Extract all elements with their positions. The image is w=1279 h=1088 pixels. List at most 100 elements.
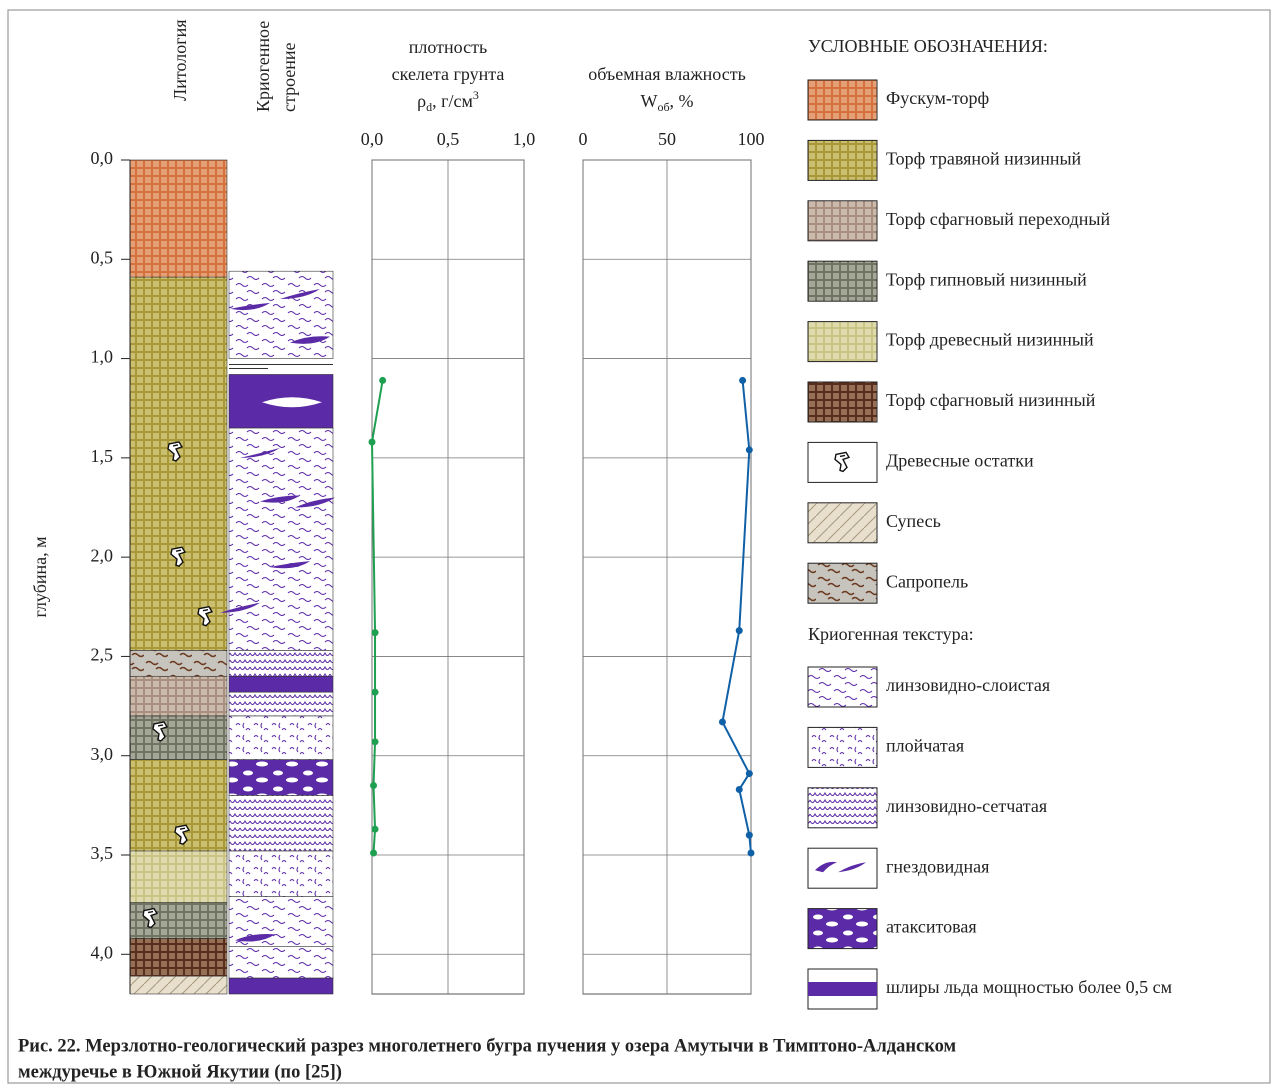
- ice-nest: [295, 497, 335, 508]
- chart-title: плотность: [409, 37, 487, 57]
- legend-label: Супесь: [886, 511, 941, 531]
- y-tick-label: 3,0: [91, 744, 114, 764]
- data-point: [368, 438, 376, 446]
- legend-label: Торф травяной низинный: [886, 149, 1082, 169]
- legend-swatch: [807, 666, 878, 708]
- legend-swatch: [807, 562, 878, 604]
- y-tick-label: 1,5: [91, 446, 114, 466]
- legend-swatch: [807, 260, 878, 302]
- legend-swatch: [807, 726, 878, 768]
- lithology-column: [129, 159, 228, 995]
- legend-icon: [815, 861, 866, 873]
- legend-swatch: [807, 139, 878, 181]
- data-point: [371, 629, 379, 637]
- cryo-layer: [228, 427, 334, 651]
- legend-label: атакситовая: [886, 917, 977, 937]
- x-axis-label-part: d: [426, 100, 432, 114]
- data-point: [371, 688, 379, 696]
- data-point: [747, 849, 755, 857]
- chart-title: скелета грунта: [392, 64, 505, 84]
- x-tick-label: 0,5: [437, 129, 460, 149]
- legend-label: Торф древесный низинный: [886, 330, 1094, 350]
- legend-label: Торф сфагновый переходный: [886, 209, 1110, 229]
- legend-label: линзовидно-слоистая: [886, 675, 1050, 695]
- cryo-layer: [228, 795, 334, 852]
- legend-label: Торф сфагновый низинный: [886, 390, 1096, 410]
- x-tick-label: 100: [738, 129, 765, 149]
- legend-label: Торф гипновый низинный: [886, 269, 1087, 289]
- legend-swatch: [807, 321, 878, 363]
- caption: Рис. 22. Мерзлотно-геологический разрез …: [18, 1036, 957, 1056]
- lithology-layer: [129, 715, 228, 760]
- legend-swatch: [807, 200, 878, 242]
- legend-label: Сапропель: [886, 571, 968, 591]
- lithology-layer: [129, 276, 228, 651]
- data-line: [721, 380, 752, 854]
- cryo-layer: [228, 675, 334, 693]
- data-point: [735, 785, 743, 793]
- lithology-layer: [129, 650, 228, 677]
- data-point: [370, 849, 378, 857]
- y-tick-label: 2,5: [91, 645, 114, 665]
- lithology-header: Литология: [170, 19, 190, 101]
- cryo-header: строение: [279, 42, 299, 112]
- caption: междуречье в Южной Якутии (по [25]): [18, 1062, 342, 1082]
- legend-swatch: [807, 381, 878, 423]
- legend-swatch: [807, 787, 878, 829]
- legend-swatch: [807, 502, 878, 544]
- y-tick-label: 0,5: [91, 247, 114, 267]
- data-point: [371, 825, 379, 833]
- lithology-layer: [129, 850, 228, 903]
- ice-nest: [280, 289, 320, 299]
- ice-nest: [235, 933, 275, 942]
- legend-label: Древесные остатки: [886, 451, 1034, 471]
- cryo-layer: [228, 759, 334, 796]
- x-tick-label: 0: [579, 129, 588, 149]
- data-point: [735, 627, 743, 635]
- x-axis-label-part: W: [640, 91, 657, 111]
- cryo-layer: [228, 977, 334, 995]
- lithology-layer: [129, 902, 228, 939]
- legend-title: УСЛОВНЫЕ ОБОЗНАЧЕНИЯ:: [808, 36, 1048, 56]
- ice-nest: [240, 447, 280, 458]
- x-axis-label-part: , %: [670, 91, 694, 111]
- legend-label: плойчатая: [886, 736, 964, 756]
- ice-lens: [262, 397, 322, 408]
- y-tick-label: 1,0: [91, 347, 114, 367]
- legend-label: шлиры льда мощностью более 0,5 см: [886, 977, 1172, 997]
- ice-nest: [290, 336, 330, 344]
- legend-swatch: [807, 441, 878, 483]
- y-tick-label: 4,0: [91, 942, 114, 962]
- data-point: [745, 831, 753, 839]
- cryo-layer: [228, 270, 334, 359]
- y-axis-label: глубина, м: [30, 536, 50, 617]
- data-point: [379, 376, 387, 384]
- chart-title: объемная влажность: [588, 64, 746, 84]
- x-axis-label-part: , г/см: [432, 91, 473, 111]
- data-point: [745, 770, 753, 778]
- legend-icon: [808, 982, 877, 996]
- cryogenic-column: [220, 270, 335, 995]
- y-tick-label: 2,0: [91, 545, 114, 565]
- legend-label: Фускум-торф: [886, 88, 989, 108]
- legend-subtitle: Криогенная текстура:: [808, 624, 974, 644]
- data-line: [370, 380, 384, 854]
- ice-nest: [220, 602, 260, 613]
- x-axis-label-part: об: [657, 100, 669, 114]
- ice-nest: [260, 495, 300, 503]
- cryo-layer: [228, 715, 334, 760]
- frame: [7, 9, 1271, 1084]
- data-point: [745, 446, 753, 454]
- cryo-layer: [228, 650, 334, 677]
- legend-swatch: [807, 908, 878, 950]
- x-tick-label: 50: [658, 129, 676, 149]
- data-point: [739, 376, 747, 384]
- legend-swatch: [807, 79, 878, 121]
- ice-nest: [230, 302, 270, 311]
- cryo-layer: [228, 691, 334, 717]
- x-axis-label-part: 3: [473, 88, 479, 102]
- x-tick-label: 0,0: [361, 129, 384, 149]
- x-axis-label: ρd, г/см3: [417, 88, 479, 114]
- lithology-layer: [129, 938, 228, 977]
